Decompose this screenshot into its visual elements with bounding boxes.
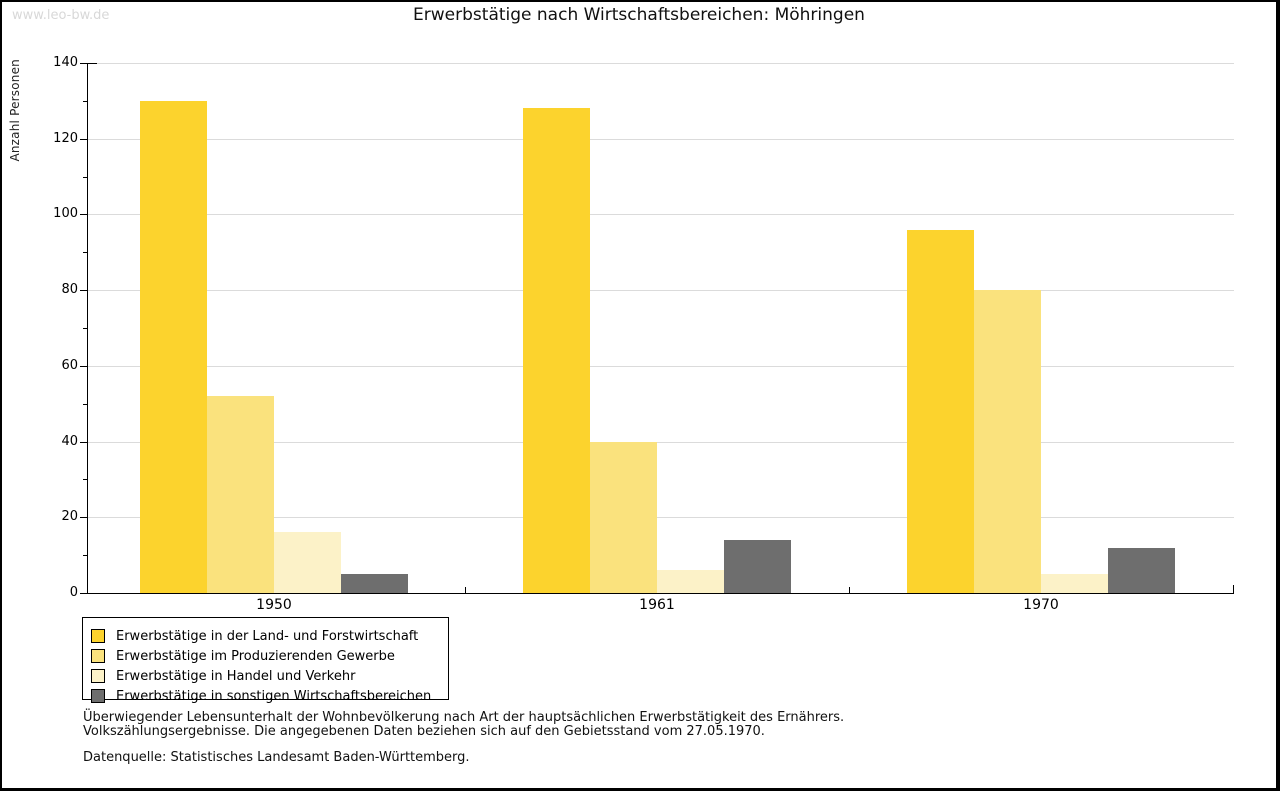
bar-1970-series-1: [907, 230, 974, 593]
y-axis-tick-label: 80: [61, 282, 78, 297]
y-axis-minor-tick: [83, 252, 87, 253]
legend-item: Erwerbstätige in der Land- und Forstwirt…: [83, 626, 448, 646]
gridline: [88, 139, 1234, 140]
bar-1970-series-4: [1108, 548, 1175, 593]
y-axis-tick: [80, 593, 87, 594]
x-axis-line: [87, 593, 1234, 594]
bar-1961-series-3: [657, 570, 724, 593]
y-axis-tick: [80, 139, 87, 140]
gridline: [88, 442, 1234, 443]
y-axis-tick: [80, 290, 87, 291]
x-axis-category-label: 1950: [256, 597, 292, 613]
gridline: [88, 290, 1234, 291]
x-axis-tick: [849, 587, 850, 593]
y-axis-minor-tick: [83, 177, 87, 178]
x-axis-end-tick: [1233, 585, 1234, 593]
gridline: [88, 366, 1234, 367]
data-source-note: Datenquelle: Statistisches Landesamt Bad…: [83, 750, 470, 765]
footnote-line-2: Volkszählungsergebnisse. Die angegebenen…: [83, 724, 765, 739]
y-axis-minor-tick: [83, 101, 87, 102]
bar-1950-series-4: [341, 574, 408, 593]
legend: Erwerbstätige in der Land- und Forstwirt…: [82, 617, 449, 704]
legend-label: Erwerbstätige in der Land- und Forstwirt…: [116, 628, 419, 644]
y-axis-tick-label: 140: [53, 55, 78, 70]
legend-label: Erwerbstätige in sonstigen Wirtschaftsbe…: [116, 688, 432, 704]
legend-item: Erwerbstätige in Handel und Verkehr: [83, 666, 448, 686]
y-axis-tick-label: 20: [61, 509, 78, 524]
legend-label: Erwerbstätige im Produzierenden Gewerbe: [116, 648, 395, 664]
bar-1970-series-3: [1041, 574, 1108, 593]
gridline: [88, 63, 1234, 64]
legend-label: Erwerbstätige in Handel und Verkehr: [116, 668, 356, 684]
y-axis-tick-label: 0: [69, 585, 78, 600]
y-axis-tick-label: 60: [61, 358, 78, 373]
footnote-line-1: Überwiegender Lebensunterhalt der Wohnbe…: [83, 710, 845, 725]
x-axis-tick: [465, 587, 466, 593]
x-axis-category-label: 1961: [639, 597, 675, 613]
bar-1961-series-1: [523, 108, 590, 593]
bar-1970-series-2: [974, 290, 1041, 593]
bar-1961-series-2: [590, 442, 657, 593]
bar-1950-series-3: [274, 532, 341, 593]
chart-title: Erwerbstätige nach Wirtschaftsbereichen:…: [413, 5, 865, 25]
y-axis-tick-label: 120: [53, 131, 78, 146]
legend-swatch: [91, 629, 105, 643]
y-axis-tick-label: 100: [53, 206, 78, 221]
legend-item: Erwerbstätige im Produzierenden Gewerbe: [83, 646, 448, 666]
y-axis-tick: [80, 442, 87, 443]
bar-1950-series-2: [207, 396, 274, 593]
x-axis-category-label: 1970: [1023, 597, 1059, 613]
y-axis-minor-tick: [83, 555, 87, 556]
bar-1950-series-1: [140, 101, 207, 593]
y-axis-end-tick: [87, 63, 97, 64]
y-axis-tick-label: 40: [61, 434, 78, 449]
y-axis-tick: [80, 366, 87, 367]
bar-1961-series-4: [724, 540, 791, 593]
legend-item: Erwerbstätige in sonstigen Wirtschaftsbe…: [83, 686, 448, 706]
legend-swatch: [91, 649, 105, 663]
legend-swatch: [91, 669, 105, 683]
gridline: [88, 214, 1234, 215]
y-axis-minor-tick: [83, 479, 87, 480]
watermark-text: www.leo-bw.de: [12, 8, 110, 23]
y-axis-tick: [80, 214, 87, 215]
y-axis-minor-tick: [83, 328, 87, 329]
legend-swatch: [91, 689, 105, 703]
gridline: [88, 517, 1234, 518]
y-axis-tick: [80, 63, 87, 64]
y-axis-minor-tick: [83, 404, 87, 405]
y-axis-line: [87, 63, 88, 593]
y-axis-tick: [80, 517, 87, 518]
